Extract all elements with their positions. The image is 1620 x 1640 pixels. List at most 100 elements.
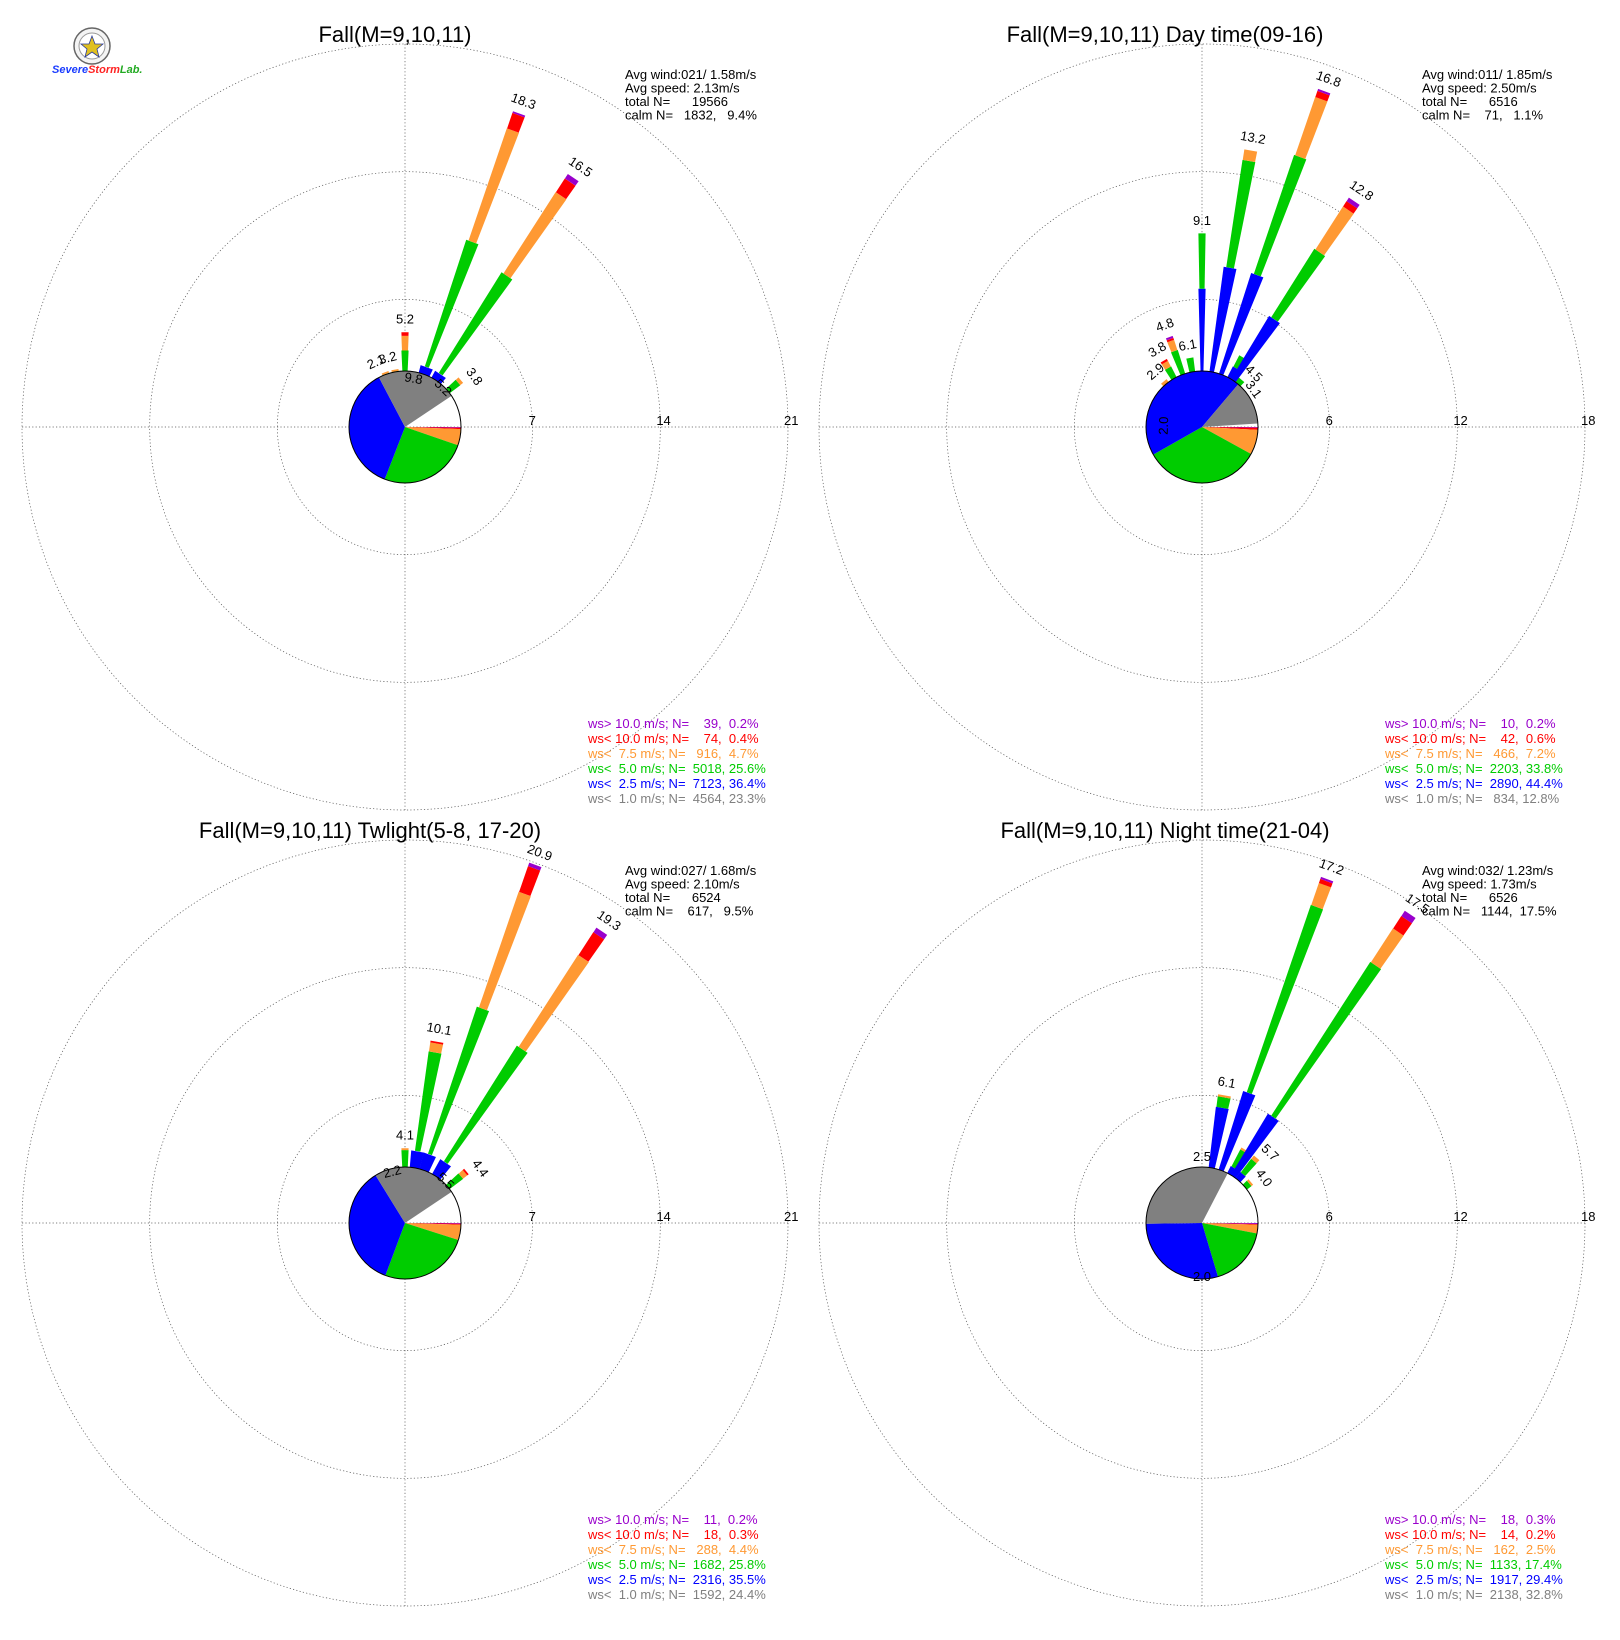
pie-slice xyxy=(1145,370,1239,455)
bar-segment xyxy=(1218,1090,1256,1172)
bar-segment xyxy=(1253,154,1307,277)
pie-slice xyxy=(375,1167,452,1223)
bar-segment xyxy=(1164,366,1177,381)
pie-slice xyxy=(1202,1223,1258,1234)
bar-segment xyxy=(1233,355,1246,370)
legend-entry: ws< 10.0 m/s; N= 14, 0.2% xyxy=(1384,1527,1556,1542)
legend-entry: ws> 10.0 m/s; N= 11, 0.2% xyxy=(587,1512,758,1527)
pie-slice xyxy=(1202,427,1258,454)
stats-line: Avg speed: 2.13m/s xyxy=(625,81,740,96)
bar-value-label: 18.3 xyxy=(509,90,538,113)
bar-segment xyxy=(446,1173,464,1190)
bar-value-label: 5.2 xyxy=(396,312,414,327)
bar-segment xyxy=(1246,1179,1254,1187)
bar-segment xyxy=(1271,248,1326,322)
bar-segment xyxy=(391,369,399,373)
stats-line: Avg wind:032/ 1.23m/s xyxy=(1422,863,1554,878)
stats-line: total N= 19566 xyxy=(625,94,728,109)
legend-entry: ws< 10.0 m/s; N= 18, 0.3% xyxy=(587,1527,759,1542)
panel-title: Fall(M=9,10,11) Day time(09-16) xyxy=(1007,22,1324,47)
bar-value-label: 20.9 xyxy=(525,841,554,864)
bar-segment xyxy=(414,1051,442,1152)
bar-segment xyxy=(1318,878,1333,888)
bar-segment xyxy=(1235,377,1245,387)
bar-segment xyxy=(1161,379,1169,387)
pie-outline xyxy=(1145,1166,1259,1280)
ring-label: 21 xyxy=(784,413,798,428)
bar-segment xyxy=(458,1169,468,1179)
stats-line: Avg wind:021/ 1.58m/s xyxy=(625,67,757,82)
bar-segment xyxy=(401,335,409,351)
bar-segment xyxy=(401,1150,409,1168)
logo-text-green: Lab. xyxy=(119,64,143,76)
bar-value-label: 2.5 xyxy=(1193,1149,1211,1164)
bar-segment xyxy=(1251,1155,1260,1164)
bar-segment xyxy=(1401,910,1416,924)
bar-value-label: 6.1 xyxy=(1177,336,1197,354)
bar-segment xyxy=(401,350,409,372)
wind-rose-panel-2: 6 12 189.113.216.812.84.53.12.02.93.84.86.… xyxy=(818,22,1595,811)
bar-segment xyxy=(518,954,589,1052)
bar-segment xyxy=(432,1159,452,1180)
bar-segment xyxy=(445,379,461,394)
legend-entry: ws< 1.0 m/s; N= 1592, 24.4% xyxy=(587,1587,766,1602)
bar-value-label: 9.8 xyxy=(403,369,423,387)
legend-entry: ws> 10.0 m/s; N= 39, 0.2% xyxy=(587,716,759,731)
bar-segment xyxy=(1230,1113,1279,1179)
stats-line: calm N= 71, 1.1% xyxy=(1422,108,1543,123)
logo-text-red: Storm xyxy=(88,64,120,76)
bar-segment xyxy=(593,927,608,940)
legend-entry: ws< 7.5 m/s; N= 288, 4.4% xyxy=(587,1542,759,1557)
legend-entry: ws< 1.0 m/s; N= 2138, 32.8% xyxy=(1384,1587,1563,1602)
bar-value-label: 17.2 xyxy=(1317,855,1346,878)
legend-entry: ws< 1.0 m/s; N= 4564, 23.3% xyxy=(587,791,766,806)
ring-label: 18 xyxy=(1581,413,1595,428)
grid-ring xyxy=(149,171,661,683)
stats-line: total N= 6524 xyxy=(625,890,721,905)
bar-segment xyxy=(462,1168,469,1176)
bar-segment xyxy=(1295,96,1328,159)
bar-value-label: 10.1 xyxy=(425,1019,453,1038)
bar-segment xyxy=(1315,90,1330,102)
bar-segment xyxy=(1216,1096,1231,1109)
grid-ring xyxy=(946,171,1458,683)
ring-label: 14 xyxy=(656,413,670,428)
pie-slice xyxy=(1202,1223,1258,1277)
legend-entry: ws< 2.5 m/s; N= 1917, 29.4% xyxy=(1384,1572,1563,1587)
wind-rose-panel-1: 7 14 215.29.818.316.55.2 3.82.13.2Fall(M=9,… xyxy=(21,22,798,811)
bar-value-label: 3.8 xyxy=(463,365,486,388)
pie-outline xyxy=(348,370,462,484)
legend-entry: ws< 5.0 m/s; N= 5018, 25.6% xyxy=(587,761,766,776)
legend-entry: ws< 5.0 m/s; N= 1133, 17.4% xyxy=(1384,1557,1562,1572)
bar-segment xyxy=(519,866,541,897)
bar-segment xyxy=(507,112,525,133)
bar-segment xyxy=(1271,961,1382,1119)
stats-line: Avg wind:011/ 1.85m/s xyxy=(1422,67,1553,82)
bar-segment xyxy=(1343,201,1358,214)
legend-entry: ws< 10.0 m/s; N= 74, 0.4% xyxy=(587,731,759,746)
bar-value-label: 5.7 xyxy=(1258,1141,1281,1164)
pie-slice xyxy=(1202,384,1258,427)
bar-segment xyxy=(1186,357,1196,373)
legend-entry: ws< 5.0 m/s; N= 2203, 33.8% xyxy=(1384,761,1563,776)
bar-segment xyxy=(1240,1158,1257,1176)
bar-segment xyxy=(1167,339,1178,353)
pie-slice xyxy=(378,370,452,427)
bar-segment xyxy=(1227,1166,1237,1177)
bar-segment xyxy=(1370,928,1404,969)
bar-segment xyxy=(528,862,542,871)
bar-value-label: 3.2 xyxy=(377,348,398,367)
pie-slice xyxy=(1202,1223,1258,1225)
pie-slice xyxy=(405,1223,461,1225)
ring-label: 12 xyxy=(1453,1209,1467,1224)
stats-line: calm N= 1832, 9.4% xyxy=(625,108,757,123)
seal-icon xyxy=(73,27,111,65)
legend-entry: ws> 10.0 m/s; N= 10, 0.2% xyxy=(1384,716,1556,731)
bar-segment xyxy=(431,370,446,384)
legend-entry: ws< 1.0 m/s; N= 834, 12.8% xyxy=(1384,791,1560,806)
bar-value-label: 2.0 xyxy=(1156,416,1172,435)
stats-line: total N= 6516 xyxy=(1422,94,1518,109)
bar-value-label: 2.0 xyxy=(1193,1269,1211,1284)
bar-segment xyxy=(428,1042,444,1054)
bar-segment xyxy=(564,173,579,186)
